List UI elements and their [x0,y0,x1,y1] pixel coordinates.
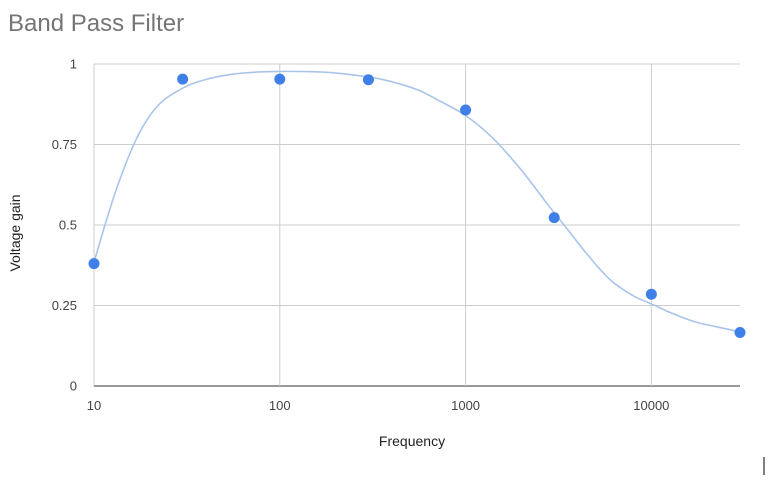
chart-title: Band Pass Filter [8,10,185,37]
x-tick-label: 10000 [633,398,669,413]
data-points [88,73,746,339]
data-point[interactable] [274,73,286,85]
grid-layer [93,63,740,387]
y-tick-label: 0.75 [52,137,77,152]
y-tick-label: 0.25 [52,298,77,313]
y-tick-label: 0.5 [59,218,77,233]
y-tick-label: 0 [70,379,77,394]
x-tick-label: 1000 [451,398,480,413]
x-tick-label: 10 [87,398,101,413]
data-point[interactable] [734,327,746,339]
y-tick-label: 1 [70,57,77,72]
x-axis-title: Frequency [379,433,445,449]
data-point[interactable] [645,288,657,300]
trendline [93,70,741,333]
tick-labels: 0 0.25 0.5 0.75 1 10 100 1000 10000 [52,57,670,414]
data-point[interactable] [88,258,100,270]
y-axis-title: Voltage gain [7,194,23,271]
data-point[interactable] [177,73,189,85]
data-point[interactable] [362,74,374,86]
data-point[interactable] [548,212,560,224]
data-point[interactable] [460,104,472,116]
x-tick-label: 100 [269,398,291,413]
